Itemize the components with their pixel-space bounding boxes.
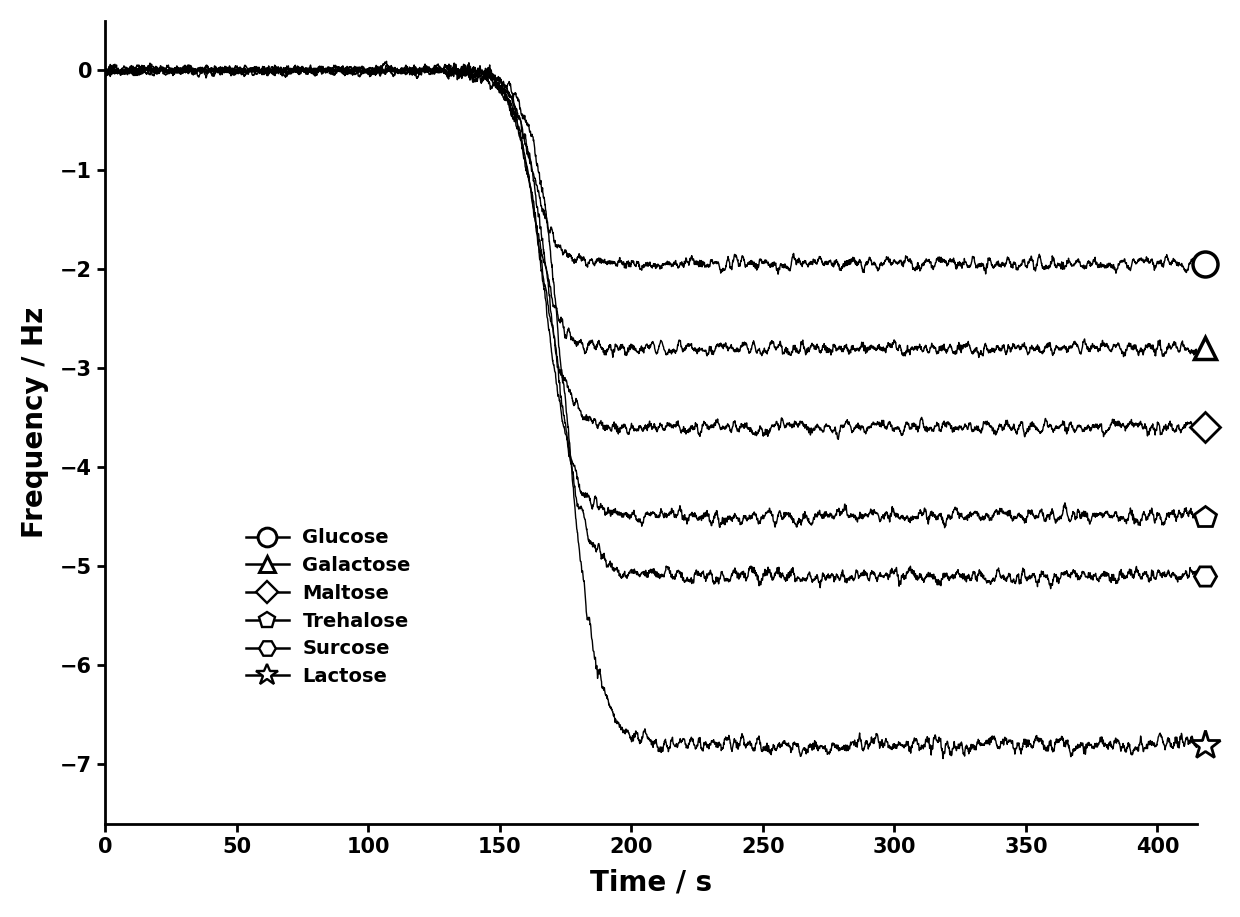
Legend: Glucose, Galactose, Maltose, Trehalose, Surcose, Lactose: Glucose, Galactose, Maltose, Trehalose, … [246,528,410,686]
Y-axis label: Frequency / Hz: Frequency / Hz [21,306,48,538]
X-axis label: Time / s: Time / s [590,868,712,896]
